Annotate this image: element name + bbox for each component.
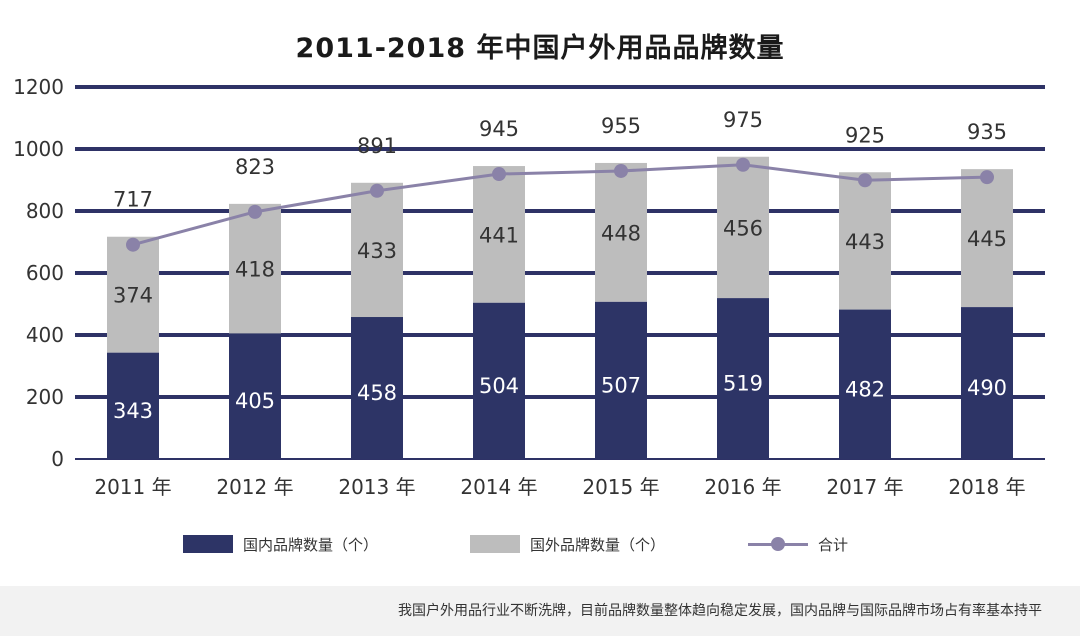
legend-total-label: 合计 — [818, 535, 849, 554]
total-label-2: 891 — [357, 134, 397, 158]
bar-foreign-label-6: 443 — [845, 230, 885, 254]
x-tick-label-4: 2015 年 — [582, 475, 659, 499]
x-tick-label-3: 2014 年 — [460, 475, 537, 499]
total-point-1 — [248, 204, 262, 219]
legend-domestic-swatch — [183, 535, 233, 553]
x-tick-label-1: 2012 年 — [216, 475, 293, 499]
y-tick-label-1200: 1200 — [13, 75, 64, 99]
legend-foreign: 国外品牌数量（个） — [470, 532, 665, 556]
legend-total: 合计 — [748, 532, 848, 556]
bar-foreign-4 — [595, 162, 647, 302]
total-label-0: 717 — [113, 188, 153, 212]
total-label-7: 935 — [967, 120, 1007, 144]
total-label-6: 925 — [845, 123, 885, 147]
bar-foreign-label-3: 441 — [479, 223, 519, 247]
bar-domestic-6 — [839, 309, 891, 459]
bar-domestic-label-7: 490 — [967, 376, 1007, 400]
bar-foreign-label-0: 374 — [113, 284, 153, 308]
x-tick-label-0: 2011 年 — [94, 475, 171, 499]
bar-domestic-5 — [717, 298, 769, 459]
total-point-6 — [858, 173, 872, 188]
total-point-3 — [492, 167, 506, 182]
chart-title: 2011-2018 年中国户外用品品牌数量 — [295, 33, 785, 64]
bar-domestic-0 — [107, 352, 159, 459]
bar-domestic-1 — [229, 333, 281, 459]
x-tick-label-6: 2017 年 — [826, 475, 903, 499]
legend-foreign-label: 国外品牌数量（个） — [530, 535, 666, 554]
x-tick-label-7: 2018 年 — [948, 475, 1025, 499]
total-point-0 — [126, 237, 140, 252]
total-point-5 — [736, 157, 750, 172]
bar-foreign-label-7: 445 — [967, 227, 1007, 251]
y-tick-label-400: 400 — [26, 323, 64, 347]
bar-domestic-label-2: 458 — [357, 381, 397, 405]
y-tick-label-600: 600 — [26, 261, 64, 285]
legend-total-marker — [748, 535, 808, 553]
bar-domestic-3 — [473, 302, 525, 459]
bar-domestic-label-3: 504 — [479, 374, 519, 398]
total-point-7 — [980, 170, 994, 185]
legend-foreign-swatch — [470, 535, 520, 553]
legend-domestic: 国内品牌数量（个） — [183, 532, 378, 556]
bar-domestic-label-4: 507 — [601, 373, 641, 397]
bar-foreign-6 — [839, 172, 891, 310]
bar-foreign-label-4: 448 — [601, 221, 641, 245]
y-tick-label-800: 800 — [26, 199, 64, 223]
bar-foreign-5 — [717, 156, 769, 299]
y-tick-label-1000: 1000 — [13, 137, 64, 161]
bar-domestic-7 — [961, 307, 1013, 459]
total-point-4 — [614, 163, 628, 178]
bar-foreign-label-5: 456 — [723, 216, 763, 240]
legend-domestic-label: 国内品牌数量（个） — [243, 535, 379, 554]
footnote: 我国户外用品行业不断洗牌，目前品牌数量整体趋向稳定发展，国内品牌与国际品牌市场占… — [398, 603, 1042, 619]
bar-domestic-4 — [595, 301, 647, 459]
bar-foreign-7 — [961, 169, 1013, 308]
total-label-4: 955 — [601, 114, 641, 138]
bar-foreign-3 — [473, 166, 525, 303]
y-tick-label-0: 0 — [51, 447, 64, 471]
x-tick-label-2: 2013 年 — [338, 475, 415, 499]
total-label-3: 945 — [479, 117, 519, 141]
bar-foreign-1 — [229, 203, 281, 334]
total-label-5: 975 — [723, 108, 763, 132]
total-line — [132, 163, 988, 247]
y-tick-label-200: 200 — [26, 385, 64, 409]
bar-domestic-2 — [351, 317, 403, 459]
bar-domestic-label-0: 343 — [113, 399, 153, 423]
total-label-1: 823 — [235, 155, 275, 179]
bar-foreign-0 — [107, 236, 159, 353]
footnote-band — [0, 586, 1080, 636]
total-point-2 — [370, 183, 384, 198]
bar-foreign-label-1: 418 — [235, 258, 275, 282]
bar-domestic-label-5: 519 — [723, 372, 763, 396]
bar-domestic-label-1: 405 — [235, 389, 275, 413]
bar-foreign-label-2: 433 — [357, 239, 397, 263]
x-tick-label-5: 2016 年 — [704, 475, 781, 499]
bar-foreign-2 — [351, 182, 403, 318]
bar-domestic-label-6: 482 — [845, 377, 885, 401]
